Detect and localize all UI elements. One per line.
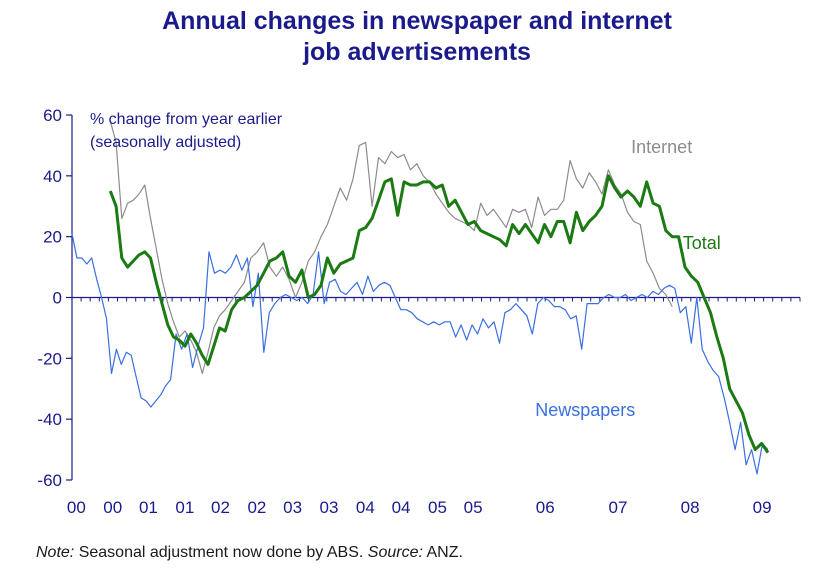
x-tick-label: 01 [139, 498, 158, 517]
series-label-total: Total [683, 233, 721, 253]
note-label: Note: [36, 544, 75, 561]
x-tick-label: 04 [392, 498, 411, 517]
x-tick-label: 05 [464, 498, 483, 517]
x-tick-label: 02 [211, 498, 230, 517]
x-tick-label: 08 [681, 498, 700, 517]
x-tick-label: 00 [103, 498, 122, 517]
y-axis-label-line-1: % change from year earlier [90, 111, 283, 128]
chart-title-line-2: job advertisements [303, 38, 531, 66]
source-text: ANZ. [422, 544, 463, 561]
axes: 60 40 20 0 -20 -40 -60 00 00 01 01 02 02 03 03 04 04 05 05… [37, 106, 801, 517]
x-tick-label: 03 [320, 498, 339, 517]
x-tick-label: 05 [428, 498, 447, 517]
y-tick-label: -60 [37, 471, 62, 490]
x-tick-label: 02 [247, 498, 266, 517]
chart-title-line-1: Annual changes in newspaper and internet [162, 7, 672, 35]
y-tick-label: 60 [43, 106, 62, 125]
y-tick-label: -40 [37, 410, 62, 429]
series-line-newspapers [71, 233, 769, 475]
x-tick-label: 04 [356, 498, 375, 517]
footnote: Note: Seasonal adjustment now done by AB… [36, 544, 463, 562]
series-label-internet: Internet [631, 137, 692, 157]
x-tick-label: 06 [536, 498, 555, 517]
series-line-internet [109, 120, 673, 375]
series-label-newspapers: Newspapers [535, 400, 635, 420]
y-axis-label-line-2: (seasonally adjusted) [90, 134, 241, 151]
y-tick-label: 40 [43, 167, 62, 186]
x-tick-label: 01 [175, 498, 194, 517]
y-tick-label: 20 [43, 228, 62, 247]
x-tick-label: 09 [753, 498, 772, 517]
y-tick-label: -20 [37, 349, 62, 368]
x-tick-label: 03 [283, 498, 302, 517]
x-tick-label: 07 [609, 498, 628, 517]
source-label: Source: [367, 544, 423, 561]
chart-title: Annual changes in newspaper and internet… [0, 6, 834, 68]
x-tick-label: 00 [67, 498, 86, 517]
y-tick-label: 0 [53, 289, 62, 308]
series-line-total [108, 174, 770, 454]
note-text: Seasonal adjustment now done by ABS. [74, 544, 368, 561]
series-layer: Internet Newspapers Total [71, 120, 770, 475]
